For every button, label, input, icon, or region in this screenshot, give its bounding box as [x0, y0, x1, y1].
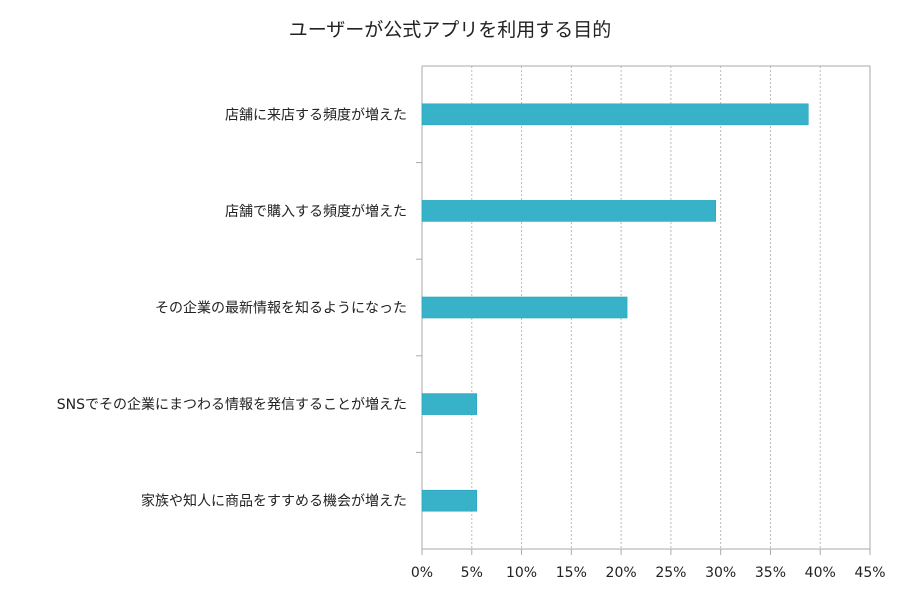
x-tick-label: 0% [411, 565, 433, 581]
x-tick-labels: 0% 5% 10% 15% 20% 25% 30% 35% 40% 45% [411, 565, 886, 581]
bar [421, 200, 716, 222]
bars [421, 103, 809, 512]
x-tick-label: 35% [755, 565, 786, 581]
x-tick-label: 40% [805, 565, 836, 581]
category-label: 店舗で購入する頻度が増えた [225, 204, 407, 220]
bar [421, 393, 478, 415]
x-tick-label: 25% [655, 565, 686, 581]
bar [421, 103, 809, 126]
bar [421, 296, 628, 319]
x-tick-label: 15% [556, 565, 587, 581]
chart-title: ユーザーが公式アプリを利用する目的 [289, 19, 612, 41]
x-tick-label: 5% [461, 565, 483, 581]
bar [421, 489, 478, 512]
category-label: 店舗に来店する頻度が増えた [225, 107, 407, 123]
category-label: SNSでその企業にまつわる情報を発信することが増えた [57, 396, 407, 413]
category-labels: 店舗に来店する頻度が増えた店舗で購入する頻度が増えたその企業の最新情報を知るよう… [57, 107, 407, 509]
category-label: その企業の最新情報を知るようになった [155, 300, 407, 317]
x-tick-label: 20% [606, 565, 637, 581]
x-tick-label: 45% [854, 565, 885, 581]
x-tick-label: 30% [705, 565, 736, 581]
category-label: 家族や知人に商品をすすめる機会が増えた [141, 493, 407, 510]
x-tick-label: 10% [506, 565, 537, 581]
